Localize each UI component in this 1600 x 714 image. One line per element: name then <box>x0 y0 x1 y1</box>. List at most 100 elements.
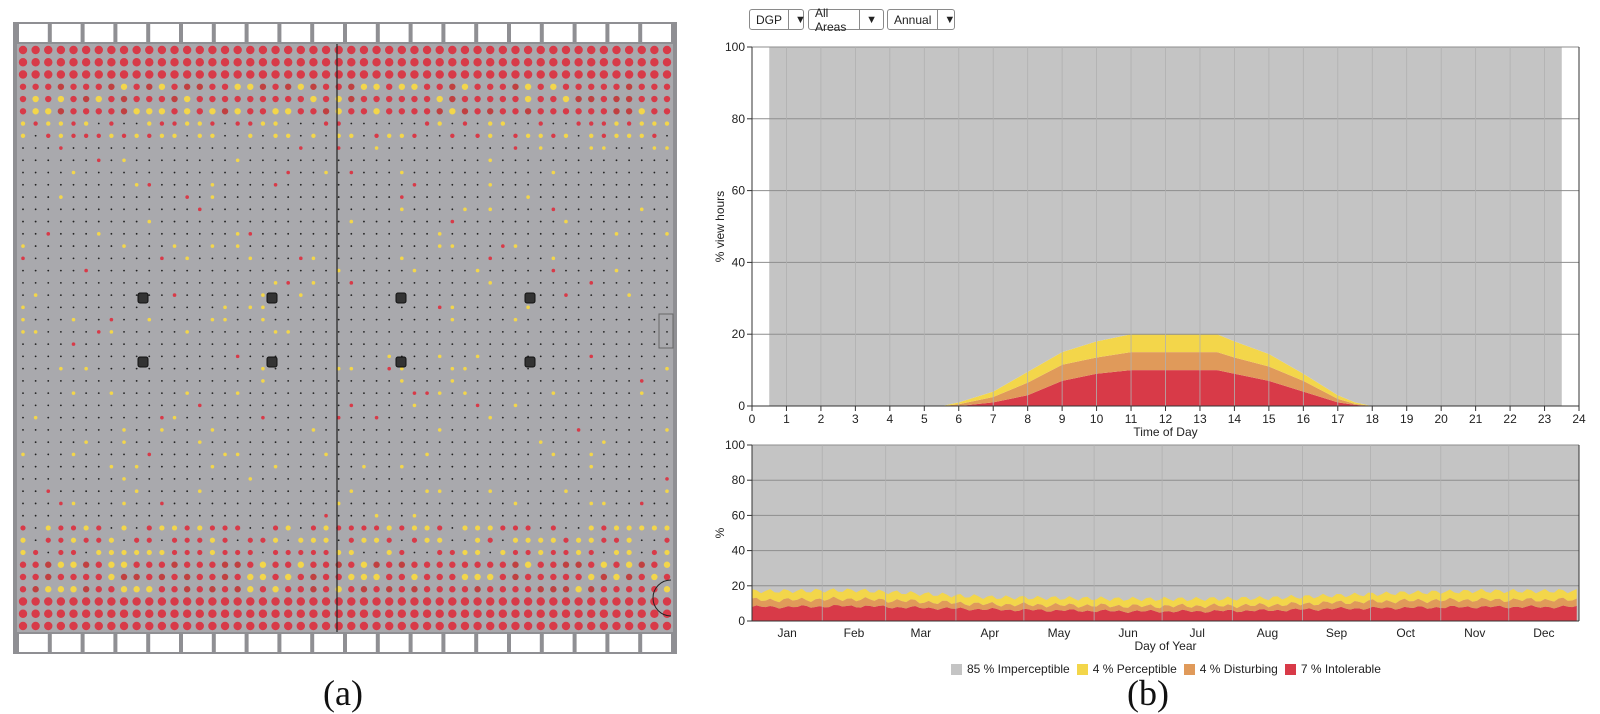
sensor-glare-marker <box>410 58 419 67</box>
sensor-point <box>653 318 656 321</box>
sensor-point <box>148 392 151 395</box>
sensor-point <box>211 367 214 370</box>
sensor-glare-marker <box>385 83 393 90</box>
sensor-point <box>615 245 618 247</box>
sensor-glare-marker <box>576 428 581 432</box>
sensor-point <box>363 269 365 272</box>
sensor-point <box>110 232 113 235</box>
sensor-glare-marker <box>486 45 495 55</box>
sensor-point <box>325 232 327 235</box>
sensor-glare-marker <box>665 366 669 371</box>
sensor-glare-marker <box>398 83 406 90</box>
sensor-point <box>514 355 517 358</box>
sensor-point <box>375 183 378 186</box>
sensor-point <box>653 379 656 382</box>
sensor-glare-marker <box>145 70 154 79</box>
sensor-point <box>565 159 567 162</box>
sensor-glare-marker <box>624 58 634 67</box>
sensor-glare-marker <box>349 133 354 138</box>
sensor-glare-marker <box>513 133 518 138</box>
sensor-point <box>85 232 88 235</box>
sensor-point <box>249 416 252 419</box>
sensor-point <box>666 306 668 309</box>
sensor-point <box>552 379 555 382</box>
sensor-point <box>640 245 643 247</box>
sensor-point <box>489 355 492 358</box>
sensor-point <box>539 416 542 419</box>
sensor-point <box>337 159 340 162</box>
sensor-point <box>123 196 125 198</box>
sensor-point <box>97 257 100 260</box>
sensor-glare-marker <box>639 391 644 395</box>
sensor-point <box>123 404 125 407</box>
window-pane-top <box>117 24 147 42</box>
sensor-point <box>47 306 50 309</box>
sensor-point <box>262 429 264 431</box>
sensor-point <box>161 183 163 186</box>
sensor-glare-marker <box>81 58 91 67</box>
sensor-point <box>34 318 37 321</box>
sensor-point <box>274 343 277 346</box>
sensor-point <box>287 183 290 186</box>
sensor-point <box>97 404 100 407</box>
sensor-point <box>186 343 189 346</box>
sensor-point <box>438 343 441 346</box>
sensor-point <box>262 147 264 149</box>
sensor-point <box>337 183 340 186</box>
sensor-point <box>375 392 378 395</box>
year-tick-label-month: Jan <box>777 626 796 640</box>
sensor-point <box>97 196 100 198</box>
sensor-point <box>615 196 618 198</box>
sensor-point <box>224 330 226 333</box>
sensor-point <box>464 245 466 247</box>
sensor-glare-marker <box>59 146 63 150</box>
sensor-glare-marker <box>120 95 128 103</box>
sensor-point <box>85 379 88 382</box>
sensor-point <box>173 281 176 284</box>
sensor-point <box>224 367 226 370</box>
sensor-point <box>464 269 466 272</box>
sensor-glare-marker <box>183 108 191 115</box>
sensor-point <box>274 196 277 198</box>
sensor-glare-marker <box>21 317 25 322</box>
sensor-point <box>274 257 277 260</box>
sensor-point <box>539 245 542 247</box>
sensor-point <box>173 171 176 174</box>
sensor-glare-marker <box>637 58 646 67</box>
sensor-point <box>565 416 567 419</box>
sensor-point <box>602 281 605 284</box>
sensor-point <box>97 208 100 211</box>
sensor-glare-marker <box>349 170 354 175</box>
sensor-point <box>577 355 580 358</box>
sensor-point <box>375 159 378 162</box>
sensor-glare-marker <box>197 121 202 126</box>
sensor-glare-marker <box>283 45 293 55</box>
sensor-glare-marker <box>146 83 153 90</box>
sensor-point <box>666 196 668 198</box>
sensor-point <box>85 318 88 321</box>
sensor-point <box>59 269 62 272</box>
sensor-glare-marker <box>450 379 455 383</box>
sensor-glare-marker <box>511 58 520 67</box>
sensor-glare-marker <box>273 330 278 334</box>
sensor-point <box>186 318 189 321</box>
year-tick-label-month: Mar <box>910 626 931 640</box>
sensor-point <box>72 429 75 431</box>
sensor-point <box>173 318 176 321</box>
sensor-point <box>47 355 50 358</box>
sensor-point <box>602 429 605 431</box>
sensor-point <box>375 429 378 431</box>
sensor-glare-marker <box>261 379 265 383</box>
sensor-point <box>198 429 201 431</box>
sensor-glare-marker <box>297 95 305 103</box>
sensor-point <box>375 208 378 211</box>
sensor-point <box>299 245 302 247</box>
sensor-point <box>527 232 529 235</box>
sensor-point <box>628 318 631 321</box>
sensor-glare-marker <box>273 121 278 126</box>
sensor-glare-marker <box>588 95 595 103</box>
sensor-point <box>224 134 226 137</box>
sensor-point <box>413 232 416 235</box>
sensor-point <box>552 318 555 321</box>
sensor-point <box>363 429 365 431</box>
